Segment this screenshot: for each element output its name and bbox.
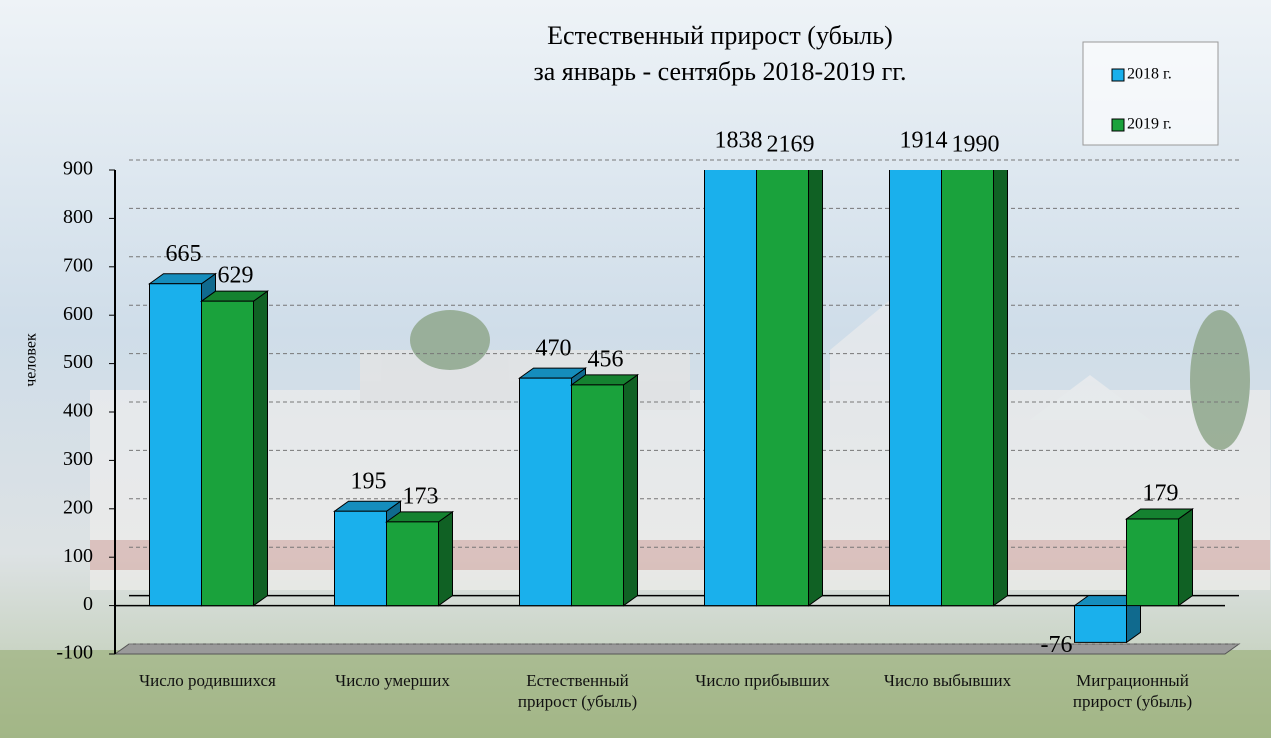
x-tick-label: Число умерших — [335, 671, 450, 690]
data-label: 1990 — [952, 132, 1000, 158]
photo-backdrop — [0, 300, 1271, 738]
data-label: 195 — [351, 469, 387, 495]
y-tick-label: 700 — [63, 254, 93, 276]
data-label: 2169 — [767, 132, 815, 158]
data-label: 470 — [536, 336, 572, 362]
y-tick-label: 300 — [63, 448, 93, 470]
bar — [149, 283, 202, 607]
bar — [334, 510, 387, 607]
data-label: 179 — [1143, 480, 1179, 506]
chart-subtitle: за январь - сентябрь 2018-2019 гг. — [533, 57, 906, 86]
y-tick-label: 900 — [63, 158, 93, 180]
data-label: 173 — [403, 483, 439, 509]
y-axis-label: человек — [23, 333, 40, 387]
bar-side — [623, 373, 638, 607]
bar-side — [253, 290, 268, 607]
x-tick-label: Миграционный прирост (убыль) — [1072, 671, 1193, 711]
bar — [571, 384, 624, 607]
y-tick-label: 0 — [83, 593, 93, 615]
y-tick-label: 400 — [63, 400, 93, 422]
bar — [1126, 518, 1179, 607]
bars — [147, 170, 1195, 644]
x-tick-label: Число прибывших — [695, 671, 830, 690]
x-tick-label: Число выбывших — [883, 671, 1012, 690]
bar — [1074, 605, 1127, 643]
legend-swatch — [1111, 118, 1125, 132]
legend-box — [1082, 41, 1219, 146]
bar — [941, 170, 994, 607]
data-label: 1838 — [715, 128, 763, 154]
bar — [519, 377, 572, 607]
bar — [386, 521, 439, 607]
x-tick-label: Естественный прирост (убыль) — [517, 671, 638, 711]
y-tick-label: 100 — [63, 545, 93, 567]
y-tick-label: 800 — [63, 206, 93, 228]
data-label: 456 — [588, 346, 624, 372]
chart-title: Естественный прирост (убыль) — [547, 21, 893, 50]
legend-swatch — [1111, 68, 1125, 82]
bar — [201, 300, 254, 607]
legend-label: 2019 г. — [1127, 116, 1172, 133]
x-tick-label: Число родившихся — [139, 671, 276, 690]
data-label: 665 — [166, 241, 202, 267]
legend-label: 2018 г. — [1127, 66, 1172, 83]
y-tick-label: -100 — [56, 642, 93, 664]
data-label: -76 — [1041, 632, 1073, 658]
bar-side — [1178, 507, 1193, 607]
bar — [756, 170, 809, 607]
data-label: 1914 — [900, 128, 948, 154]
bar — [889, 170, 942, 607]
data-label: 629 — [218, 263, 254, 289]
y-tick-label: 200 — [63, 496, 93, 518]
y-tick-label: 500 — [63, 351, 93, 373]
bar — [704, 170, 757, 607]
bar-side — [438, 510, 453, 607]
y-tick-label: 600 — [63, 303, 93, 325]
